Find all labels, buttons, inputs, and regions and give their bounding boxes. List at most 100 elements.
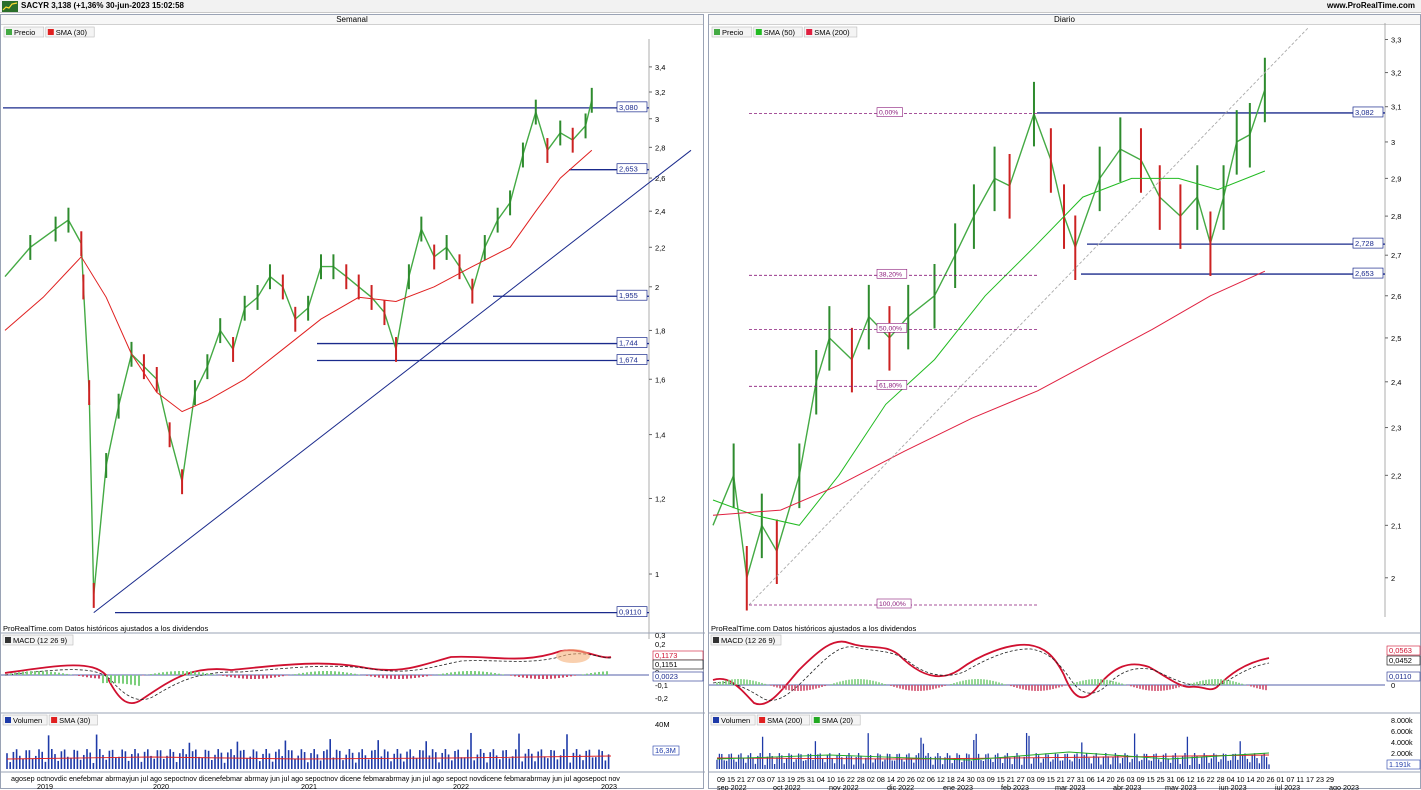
daily-level-label: 2,728 [1355, 239, 1374, 248]
daily-volume-legend-swatch [713, 717, 719, 723]
daily-y-tick-label: 3,1 [1391, 103, 1401, 112]
daily-volume-sma200 [716, 754, 1270, 760]
weekly-chart-canvas[interactable]: Precio SMA (30) 3,4 3,2 3 2,8 2,6 2,4 2,2 2 1,8 1,6… [1, 15, 705, 790]
daily-y-tick-label: 2 [1391, 574, 1395, 583]
weekly-level-box [616, 163, 648, 175]
weekly-trendline [93, 149, 692, 614]
weekly-footer-text: ProRealTime.com Datos históricos ajustad… [3, 624, 208, 633]
daily-legend-swatch [806, 29, 813, 35]
daily-y-tick-label: 2,9 [1391, 174, 1401, 183]
daily-y-tick-label: 2,2 [1391, 471, 1401, 480]
weekly-volume-sma [6, 755, 612, 760]
weekly-macd-legend [2, 634, 74, 646]
weekly-legend-item [3, 26, 45, 38]
weekly-level-label: 1,744 [619, 339, 638, 348]
daily-x-month-label: feb 2023 [1001, 783, 1029, 790]
daily-volume-sma20 [716, 751, 1270, 761]
weekly-level-label: 0,9110 [619, 608, 641, 617]
weekly-volume-value: 16,3M [655, 746, 676, 755]
weekly-x-year-label: 2023 [601, 782, 617, 790]
daily-legend-item [803, 26, 858, 38]
daily-y-tick-label: 2,4 [1391, 378, 1401, 387]
daily-macd-value: 0,0110 [1389, 672, 1411, 681]
weekly-level-box [616, 101, 648, 113]
daily-fibonacci-box [876, 323, 908, 333]
daily-volume-legend-label: SMA (20) [822, 716, 854, 725]
daily-volume-legend-item [811, 714, 861, 726]
daily-fibonacci-label: 61,80% [879, 382, 902, 389]
weekly-y-tick-label: 1,2 [655, 494, 665, 503]
daily-legend-label: SMA (50) [764, 28, 796, 37]
weekly-y-tick-label: 1 [655, 570, 659, 579]
daily-volume-legend-swatch [813, 717, 820, 723]
daily-fibonacci-box [876, 598, 912, 609]
weekly-volume-legend-label: Volumen [13, 716, 42, 725]
weekly-macd-value-box [652, 659, 704, 670]
daily-macd-line [712, 640, 1270, 706]
daily-y-tick-label: 2,6 [1391, 292, 1401, 301]
daily-macd-swatch [713, 637, 719, 643]
daily-chart-canvas[interactable]: Precio SMA (50) SMA (200) 3,3 3,2 3,1 3 2,9 2,8 2… [709, 15, 1421, 790]
weekly-legend-swatch [6, 29, 12, 35]
weekly-legend-swatch [47, 29, 54, 35]
daily-fibonacci-box [876, 268, 908, 279]
weekly-level-label: 1,955 [619, 291, 638, 300]
daily-macd-value-box [1386, 671, 1421, 682]
daily-fibonacci-label: 100,00% [879, 601, 906, 608]
daily-chart-panel[interactable]: Diario Precio SMA (50) SMA (200) 3,3 3,2 3,1 3… [708, 14, 1421, 790]
prorealtime-logo-icon [2, 1, 18, 12]
weekly-volume-legend-item [48, 714, 98, 726]
daily-fibonacci-box [876, 379, 908, 390]
weekly-macd-axis-label: -0,2 [655, 694, 668, 703]
daily-x-month-label: oct 2022 [773, 783, 801, 790]
weekly-macd-label: MACD (12 26 9) [13, 636, 68, 645]
weekly-chart-panel[interactable]: Semanal Precio SMA (30) 3,4 3,2 3 2,8 2,6 2,4 2,… [0, 14, 705, 790]
daily-fibonacci-box [876, 107, 903, 117]
weekly-y-tick-label: 2,2 [655, 243, 665, 252]
weekly-y-tick-label: 2,4 [655, 207, 665, 216]
weekly-volume-legend-swatch [51, 717, 58, 723]
weekly-volume-legend-swatch [5, 717, 11, 723]
daily-legend-item [753, 26, 803, 38]
weekly-legend-label: Precio [14, 28, 35, 37]
weekly-level-box [616, 606, 648, 618]
weekly-macd-value: 0,1173 [655, 651, 677, 660]
weekly-y-tick-label: 2,6 [655, 174, 665, 183]
daily-series-sma-50- [712, 170, 1266, 526]
daily-volume-legend-item [710, 714, 756, 726]
daily-macd-value-box [1386, 645, 1421, 656]
weekly-level-label: 1,674 [619, 356, 638, 365]
daily-volume-value: 1.191k [1389, 760, 1411, 769]
daily-legend-label: Precio [722, 28, 743, 37]
daily-y-tick-label: 2,3 [1391, 424, 1401, 433]
daily-x-month-label: ago 2023 [1329, 783, 1359, 790]
weekly-y-tick-label: 3 [655, 115, 659, 124]
daily-x-month-label: dic 2022 [887, 783, 914, 790]
daily-macd-axis-label: 0 [1391, 681, 1395, 690]
daily-level-box [1352, 237, 1384, 249]
daily-volume-legend-item [756, 714, 811, 726]
daily-y-tick-label: 3,2 [1391, 69, 1401, 78]
weekly-y-tick-label: 2,8 [655, 143, 665, 152]
daily-panel-title: Diario [709, 15, 1420, 25]
site-link[interactable]: www.ProRealTime.com [1326, 1, 1415, 10]
daily-fibonacci-label: 0,00% [879, 110, 898, 117]
daily-fibonacci-label: 50,00% [879, 325, 902, 332]
weekly-macd-axis-label: 0,2 [655, 640, 665, 649]
daily-macd-label: MACD (12 26 9) [721, 636, 776, 645]
daily-macd-value: 0,0563 [1389, 646, 1412, 655]
weekly-y-tick-label: 1,4 [655, 431, 665, 440]
title-bar: SACYR 3,138 (+1,36% 30-jun-2023 15:02:58… [0, 0, 1421, 13]
daily-y-tick-label: 3 [1391, 138, 1395, 147]
weekly-volume-value-box [652, 745, 680, 756]
weekly-macd-value-box [652, 671, 704, 682]
weekly-x-year-label: 2021 [301, 782, 317, 790]
daily-footer-text: ProRealTime.com Datos históricos ajustad… [711, 624, 916, 633]
weekly-x-year-label: 2020 [153, 782, 169, 790]
daily-volume-axis-label: 2.000k [1391, 749, 1413, 758]
daily-y-tick-label: 2,5 [1391, 334, 1401, 343]
weekly-series-precio [4, 99, 593, 596]
daily-volume-axis-label: 8.000k [1391, 716, 1413, 725]
weekly-y-tick-label: 3,4 [655, 63, 665, 72]
weekly-level-label: 2,653 [619, 165, 638, 174]
